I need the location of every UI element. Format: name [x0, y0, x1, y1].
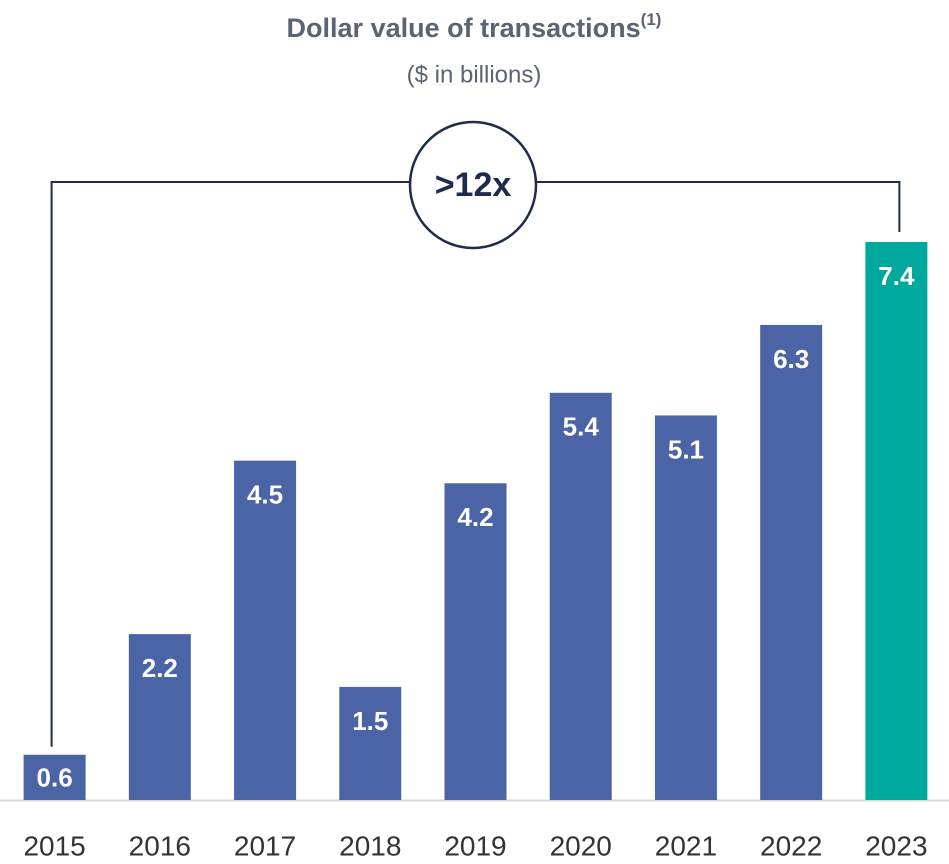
data-label: 4.5 [247, 480, 283, 510]
x-tick-label: 2017 [234, 830, 296, 861]
x-tick-label: 2022 [760, 830, 822, 861]
chart-subtitle: ($ in billions) [407, 61, 542, 88]
title-text: Dollar value of transactions [287, 13, 641, 43]
x-tick-label: 2016 [129, 830, 191, 861]
bar [339, 686, 402, 800]
x-tick-label: 2018 [339, 830, 401, 861]
bar [23, 754, 86, 800]
data-label: 1.5 [352, 706, 388, 736]
bracket [50, 181, 901, 747]
bar [549, 392, 612, 800]
data-label: 4.2 [457, 502, 493, 532]
data-label: 5.4 [563, 412, 600, 442]
bar [444, 483, 507, 800]
data-label: 7.4 [878, 261, 915, 291]
bar [865, 242, 928, 800]
bar [654, 415, 717, 800]
title-superscript: (1) [641, 10, 662, 29]
annotation-circle [408, 120, 538, 250]
x-tick-label: 2019 [444, 830, 506, 861]
x-tick-label: 2020 [550, 830, 612, 861]
bar [234, 460, 297, 800]
bar [760, 324, 823, 800]
data-label: 6.3 [773, 344, 809, 374]
x-tick-label: 2021 [655, 830, 717, 861]
x-tick-label: 2023 [865, 830, 927, 861]
chart-title: Dollar value of transactions(1) [287, 10, 662, 43]
annotation: >12x [435, 166, 512, 204]
data-label: 0.6 [37, 762, 73, 792]
data-label: 2.2 [142, 653, 178, 683]
x-tick-label: 2015 [23, 830, 85, 861]
bar [128, 634, 191, 800]
data-label: 5.1 [668, 434, 704, 464]
